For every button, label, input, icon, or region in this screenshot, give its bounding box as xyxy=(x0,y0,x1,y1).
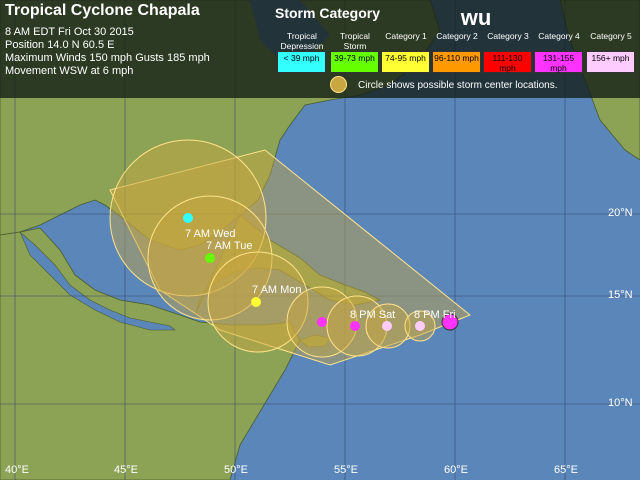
category-label: Category 1 xyxy=(385,31,427,41)
lon-label: 55°E xyxy=(334,464,358,476)
category-swatch: 39-73 mph xyxy=(330,51,379,73)
category-swatch: 156+ mph xyxy=(586,51,635,73)
track-point-sun xyxy=(317,317,327,327)
category-swatch: 74-95 mph xyxy=(381,51,430,73)
current-storm-icon xyxy=(441,313,459,331)
circle-sample-icon xyxy=(330,76,347,93)
category-legend-item: Category 4 131-155 mph xyxy=(534,31,584,73)
category-label: Category 2 xyxy=(436,31,478,41)
lat-label: 10°N xyxy=(608,397,633,409)
track-point-sat-pm xyxy=(415,321,425,331)
circle-note: Circle shows possible storm center locat… xyxy=(358,80,558,91)
category-swatch: 96-110 mph xyxy=(432,51,481,73)
category-legend-item: Category 1 74-95 mph xyxy=(381,31,431,73)
category-legend-item: Tropical Storm 39-73 mph xyxy=(330,31,380,73)
category-swatch: 111-130 mph xyxy=(483,51,532,73)
track-label-mon: 7 AM Mon xyxy=(252,284,302,296)
category-label: Tropical Storm xyxy=(340,31,370,51)
track-label-fri: 8 PM Fri xyxy=(414,309,456,321)
storm-position: Position 14.0 N 60.5 E xyxy=(5,39,115,51)
category-swatch: < 39 mph xyxy=(277,51,326,73)
storm-info-panel: Tropical Cyclone Chapala 8 AM EDT Fri Oc… xyxy=(0,0,640,98)
track-label-sat: 8 PM Sat xyxy=(350,309,396,321)
track-point-sun-pm xyxy=(350,321,360,331)
lon-label: 45°E xyxy=(114,464,138,476)
category-label: Tropical Depression xyxy=(280,31,324,51)
category-label: Category 3 xyxy=(487,31,529,41)
track-point-mon xyxy=(251,297,261,307)
track-point-sat xyxy=(382,321,392,331)
category-legend-item: Category 3 111-130 mph xyxy=(483,31,533,73)
category-legend-item: Tropical Depression < 39 mph xyxy=(277,31,327,73)
advisory-time: 8 AM EDT Fri Oct 30 2015 xyxy=(5,26,134,38)
socotra xyxy=(299,334,331,348)
storm-title: Tropical Cyclone Chapala xyxy=(5,2,200,19)
lon-label: 50°E xyxy=(224,464,248,476)
arabian-peninsula-south xyxy=(194,214,382,316)
track-label-wed: 7 AM Wed xyxy=(185,228,236,240)
lon-label: 60°E xyxy=(444,464,468,476)
red-sea xyxy=(19,231,176,331)
category-legend-item: Category 2 96-110 mph xyxy=(432,31,482,73)
track-label-tue: 7 AM Tue xyxy=(206,240,253,252)
lon-label: 65°E xyxy=(554,464,578,476)
category-label: Category 5 xyxy=(590,31,632,41)
storm-winds: Maximum Winds 150 mph Gusts 185 mph xyxy=(5,52,210,64)
track-point-wed xyxy=(183,213,193,223)
category-swatch: 131-155 mph xyxy=(534,51,583,73)
storm-track xyxy=(183,213,459,331)
svg-text:wu: wu xyxy=(460,5,492,30)
category-legend-item: Category 5 156+ mph xyxy=(586,31,636,73)
storm-movement: Movement WSW at 6 mph xyxy=(5,65,134,77)
lat-label: 20°N xyxy=(608,207,633,219)
category-label: Category 4 xyxy=(538,31,580,41)
track-point-tue xyxy=(205,253,215,263)
lon-label: 40°E xyxy=(5,464,29,476)
legend-heading: Storm Category xyxy=(275,5,381,21)
wu-logo-icon: wu xyxy=(460,5,492,30)
lat-label: 15°N xyxy=(608,289,633,301)
